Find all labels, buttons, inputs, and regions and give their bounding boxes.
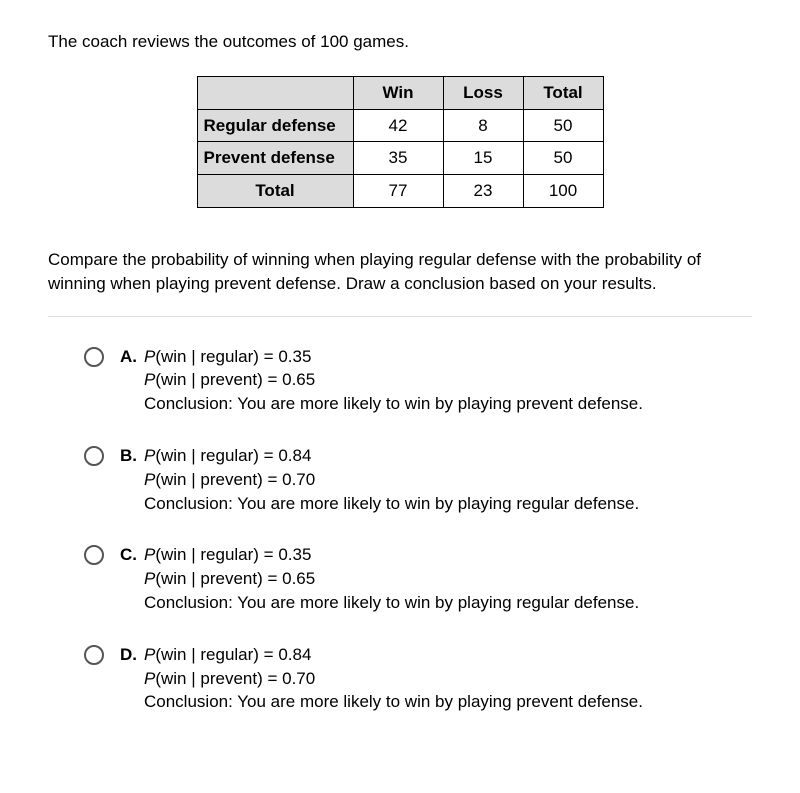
conclusion: Conclusion: You are more likely to win b… <box>144 392 643 416</box>
choice-body: D.P(win | regular) = 0.84P(win | prevent… <box>120 643 752 714</box>
p-win-prevent: P(win | prevent) = 0.65 <box>144 567 639 591</box>
p-win-regular: P(win | regular) = 0.35 <box>144 543 639 567</box>
choices-list: A.P(win | regular) = 0.35P(win | prevent… <box>48 345 752 715</box>
radio-button[interactable] <box>84 347 104 367</box>
choice-a[interactable]: A.P(win | regular) = 0.35P(win | prevent… <box>84 345 752 416</box>
choice-letter: D. <box>120 643 144 667</box>
choice-body: C.P(win | regular) = 0.35P(win | prevent… <box>120 543 752 614</box>
cell-win: 42 <box>353 109 443 142</box>
row-label: Prevent defense <box>197 142 353 175</box>
prompt-text: Compare the probability of winning when … <box>48 248 752 296</box>
choice-lines: P(win | regular) = 0.84P(win | prevent) … <box>144 643 643 714</box>
outcomes-table: Win Loss Total Regular defense42850Preve… <box>197 76 604 208</box>
conclusion: Conclusion: You are more likely to win b… <box>144 690 643 714</box>
row-label: Total <box>197 175 353 208</box>
row-label: Regular defense <box>197 109 353 142</box>
cell-loss: 8 <box>443 109 523 142</box>
table-row: Total7723100 <box>197 175 603 208</box>
choice-d[interactable]: D.P(win | regular) = 0.84P(win | prevent… <box>84 643 752 714</box>
col-header-blank <box>197 76 353 109</box>
choice-lines: P(win | regular) = 0.35P(win | prevent) … <box>144 345 643 416</box>
col-header-loss: Loss <box>443 76 523 109</box>
cell-loss: 15 <box>443 142 523 175</box>
choice-c[interactable]: C.P(win | regular) = 0.35P(win | prevent… <box>84 543 752 614</box>
col-header-win: Win <box>353 76 443 109</box>
radio-button[interactable] <box>84 446 104 466</box>
choice-body: B.P(win | regular) = 0.84P(win | prevent… <box>120 444 752 515</box>
p-win-regular: P(win | regular) = 0.84 <box>144 643 643 667</box>
cell-win: 35 <box>353 142 443 175</box>
divider <box>48 316 752 317</box>
table-container: Win Loss Total Regular defense42850Preve… <box>48 76 752 208</box>
p-win-prevent: P(win | prevent) = 0.70 <box>144 667 643 691</box>
choice-letter: B. <box>120 444 144 468</box>
choice-lines: P(win | regular) = 0.84P(win | prevent) … <box>144 444 639 515</box>
conclusion: Conclusion: You are more likely to win b… <box>144 492 639 516</box>
table-row: Prevent defense351550 <box>197 142 603 175</box>
col-header-total: Total <box>523 76 603 109</box>
choice-lines: P(win | regular) = 0.35P(win | prevent) … <box>144 543 639 614</box>
conclusion: Conclusion: You are more likely to win b… <box>144 591 639 615</box>
radio-button[interactable] <box>84 545 104 565</box>
p-win-regular: P(win | regular) = 0.35 <box>144 345 643 369</box>
cell-total: 50 <box>523 109 603 142</box>
cell-loss: 23 <box>443 175 523 208</box>
cell-win: 77 <box>353 175 443 208</box>
p-win-regular: P(win | regular) = 0.84 <box>144 444 639 468</box>
choice-letter: C. <box>120 543 144 567</box>
choice-b[interactable]: B.P(win | regular) = 0.84P(win | prevent… <box>84 444 752 515</box>
table-row: Regular defense42850 <box>197 109 603 142</box>
p-win-prevent: P(win | prevent) = 0.65 <box>144 368 643 392</box>
choice-body: A.P(win | regular) = 0.35P(win | prevent… <box>120 345 752 416</box>
radio-button[interactable] <box>84 645 104 665</box>
choice-letter: A. <box>120 345 144 369</box>
p-win-prevent: P(win | prevent) = 0.70 <box>144 468 639 492</box>
intro-text: The coach reviews the outcomes of 100 ga… <box>48 30 752 54</box>
cell-total: 50 <box>523 142 603 175</box>
cell-total: 100 <box>523 175 603 208</box>
